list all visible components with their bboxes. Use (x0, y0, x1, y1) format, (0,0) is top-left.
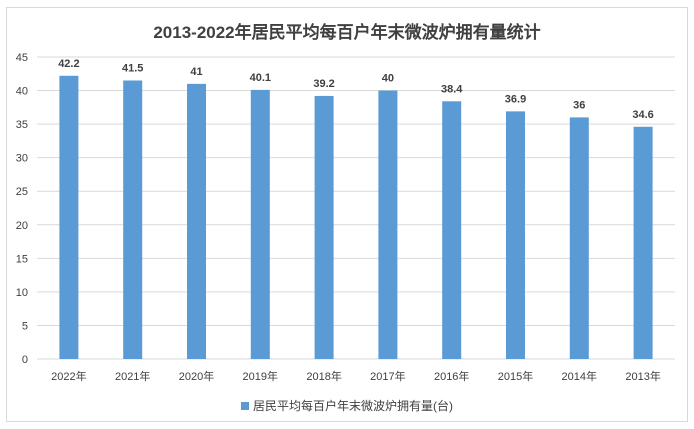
data-label: 36.9 (505, 93, 526, 105)
y-tick-label: 35 (16, 119, 28, 131)
x-tick-label: 2020年 (179, 369, 214, 383)
data-label: 39.2 (313, 78, 334, 90)
data-label: 41 (190, 66, 202, 78)
bar (633, 126, 653, 359)
data-label: 42.2 (58, 58, 79, 70)
y-tick-label: 25 (16, 186, 28, 198)
data-label: 40.1 (250, 72, 271, 84)
x-tick-label: 2017年 (370, 369, 405, 383)
x-tick-label: 2016年 (434, 369, 469, 383)
bar (123, 80, 143, 359)
x-tick-label: 2021年 (115, 369, 150, 383)
x-tick-label: 2013年 (625, 369, 660, 383)
legend-label: 居民平均每百户年末微波炉拥有量(台) (253, 399, 453, 413)
y-tick-label: 15 (16, 253, 28, 265)
x-tick-label: 2018年 (306, 369, 341, 383)
y-tick-label: 10 (16, 287, 28, 299)
data-label: 40 (382, 73, 394, 85)
y-tick-label: 40 (16, 86, 28, 98)
data-label: 34.6 (632, 109, 653, 121)
legend-swatch (241, 402, 249, 410)
x-tick-label: 2019年 (243, 369, 278, 383)
bar (187, 83, 206, 359)
y-tick-label: 5 (22, 320, 28, 332)
legend: 居民平均每百户年末微波炉拥有量(台) (0, 397, 694, 414)
x-tick-label: 2015年 (498, 369, 533, 383)
x-tick-label: 2014年 (562, 369, 597, 383)
bar (506, 111, 525, 359)
bar (250, 89, 270, 359)
bar (442, 101, 462, 359)
bar (314, 95, 334, 360)
data-label: 38.4 (441, 83, 463, 95)
bar (378, 90, 398, 360)
bar (59, 75, 79, 360)
y-tick-label: 0 (22, 354, 28, 366)
data-label: 36 (573, 99, 585, 111)
chart-title: 2013-2022年居民平均每百户年末微波炉拥有量统计 (153, 23, 541, 42)
data-label: 41.5 (122, 62, 143, 74)
y-tick-label: 30 (16, 153, 28, 165)
x-tick-label: 2022年 (51, 369, 86, 383)
y-tick-label: 20 (16, 220, 28, 232)
bar (569, 117, 589, 360)
y-tick-label: 45 (16, 52, 28, 64)
